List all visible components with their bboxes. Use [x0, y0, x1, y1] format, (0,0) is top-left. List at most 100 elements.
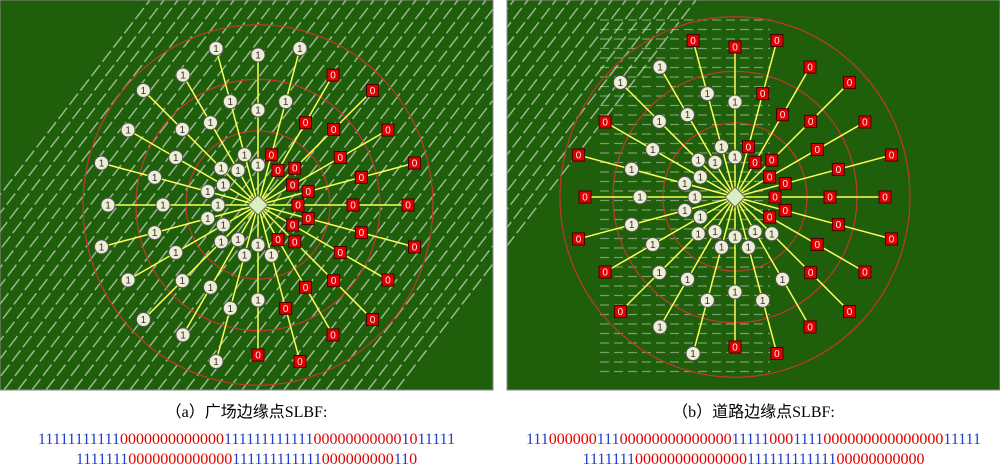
- node-one: [714, 239, 730, 255]
- node-label: 0: [807, 322, 813, 333]
- node-label: 1: [650, 240, 656, 251]
- node-zero: [251, 348, 265, 362]
- node-label: 0: [774, 36, 780, 47]
- texture: [0, 0, 207, 270]
- node-zero: [831, 162, 845, 176]
- node-one: [200, 210, 216, 226]
- ray: [142, 89, 259, 206]
- node-one: [699, 292, 715, 308]
- node-one: [250, 102, 266, 118]
- node-zero: [407, 156, 421, 170]
- node-one: [230, 232, 246, 248]
- texture: [199, 0, 501, 391]
- node-one: [645, 142, 661, 157]
- node-label: 0: [350, 201, 356, 212]
- node-label: 1: [221, 181, 227, 192]
- ray: [659, 66, 736, 198]
- node-one: [230, 162, 246, 178]
- node-label: 1: [152, 228, 158, 239]
- node-one: [651, 113, 667, 129]
- node-zero: [858, 265, 872, 279]
- node-label: 0: [337, 153, 343, 164]
- texture: [185, 0, 487, 391]
- texture: [0, 0, 235, 306]
- node-one: [747, 224, 763, 240]
- ray: [127, 204, 259, 281]
- node-label: 1: [221, 221, 227, 232]
- ray: [257, 204, 301, 362]
- node-one: [624, 217, 640, 233]
- ray: [142, 204, 259, 321]
- code-segment: 0: [409, 451, 418, 468]
- node-label: 1: [205, 187, 211, 198]
- node-label: 1: [752, 227, 758, 238]
- figure-panels: 0 0 00000000000001001101111111111111111111…: [0, 0, 1000, 391]
- node-zero: [333, 246, 347, 259]
- node-label: 1: [218, 164, 224, 175]
- node-one: [727, 94, 743, 110]
- ray: [578, 154, 736, 198]
- node-one: [263, 247, 279, 263]
- node-one: [208, 353, 224, 369]
- node-zero: [843, 305, 857, 319]
- texture: [0, 0, 193, 251]
- node-one: [692, 169, 708, 185]
- node-zero: [572, 232, 586, 246]
- node-one: [215, 217, 231, 233]
- code-segment: 111111111111: [223, 431, 314, 448]
- node-label: 0: [827, 193, 833, 204]
- node-label: 1: [160, 201, 166, 212]
- texture: [45, 0, 347, 391]
- ray: [734, 196, 778, 354]
- node-one: [168, 245, 184, 260]
- center-point: [247, 194, 269, 216]
- center-point: [724, 186, 746, 208]
- node-label: 0: [269, 150, 275, 161]
- node-label: 0: [760, 89, 766, 100]
- caption: （b）道路边缘点SLBF:: [672, 404, 835, 421]
- texture: [269, 0, 571, 391]
- node-label: 0: [292, 237, 298, 248]
- node-label: 0: [275, 166, 281, 177]
- node-one: [94, 239, 110, 255]
- node-one: [200, 184, 216, 200]
- node-label: 1: [213, 44, 219, 55]
- node-zero: [299, 280, 312, 294]
- ray: [734, 81, 851, 198]
- node-zero: [858, 115, 872, 129]
- node-zero: [884, 232, 898, 246]
- node-zero: [765, 153, 779, 167]
- code-segment: 00000000000000: [619, 431, 732, 448]
- node-label: 0: [889, 234, 895, 245]
- texture: [87, 0, 389, 391]
- code-segment: 11111: [417, 431, 456, 448]
- node-zero: [572, 148, 586, 162]
- node-label: 1: [255, 51, 261, 62]
- node-label: 1: [650, 145, 656, 156]
- code-segment: 000000000: [321, 451, 394, 468]
- ray: [734, 196, 851, 313]
- node-label: 1: [719, 243, 725, 254]
- node-label: 1: [235, 166, 241, 177]
- node-label: 0: [582, 193, 588, 204]
- node-zero: [354, 226, 368, 240]
- ray: [257, 204, 334, 336]
- node-zero: [741, 140, 755, 154]
- node-label: 1: [218, 237, 224, 248]
- ray: [692, 196, 736, 354]
- node-label: 1: [283, 97, 289, 108]
- node-label: 0: [808, 117, 814, 128]
- node-zero: [407, 240, 421, 254]
- node-zero: [748, 155, 762, 169]
- node-one: [175, 67, 191, 83]
- node-one: [203, 279, 218, 295]
- code-segment: 0000000000000: [128, 451, 233, 468]
- code-segment: 00000000000: [836, 451, 925, 468]
- node-label: 0: [290, 221, 296, 232]
- node-one: [203, 115, 218, 131]
- ray: [215, 48, 259, 206]
- texture: [0, 0, 291, 379]
- node-label: 1: [682, 206, 688, 217]
- node-label: 1: [242, 251, 248, 262]
- node-zero: [763, 210, 777, 224]
